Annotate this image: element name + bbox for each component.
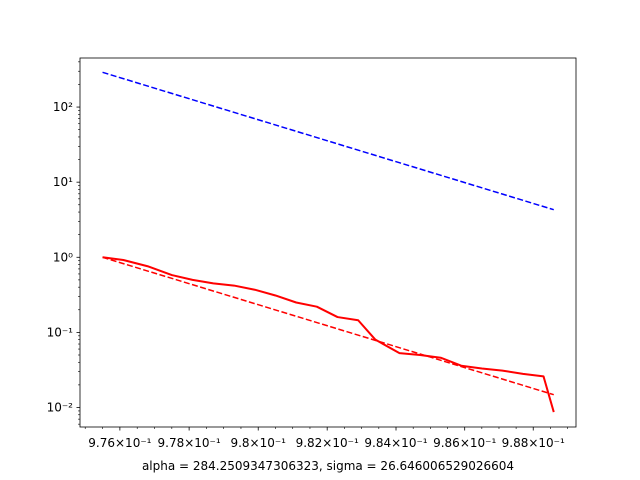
x-tick-label-2: 9.78×10⁻¹ <box>158 436 221 450</box>
x-axis-label: alpha = 284.2509347306323, sigma = 26.64… <box>142 459 514 473</box>
series-line-1 <box>102 71 554 211</box>
y-tick-label-2: 10⁻¹ <box>47 325 74 339</box>
y-tick-label-4: 10¹ <box>53 175 73 189</box>
plot-lines <box>102 71 555 413</box>
x-tick-label-1: 9.76×10⁻¹ <box>88 436 151 450</box>
x-tick-label-3: 9.8×10⁻¹ <box>230 436 286 450</box>
x-axis: 9.76×10⁻¹ 9.78×10⁻¹ 9.8×10⁻¹ 9.82×10⁻¹ 9.84×… <box>84 427 568 450</box>
x-tick-label-4: 9.82×10⁻¹ <box>296 436 359 450</box>
x-tick-label-5: 9.84×10⁻¹ <box>364 436 427 450</box>
x-tick-label-7: 9.88×10⁻¹ <box>502 436 565 450</box>
y-tick-label-5: 10² <box>53 100 73 114</box>
y-axis: 10⁻² 10⁻¹ 10⁰ 10¹ 10² <box>47 61 80 425</box>
plot-frame <box>79 57 577 428</box>
series-line-2 <box>102 256 554 396</box>
series-line-3 <box>102 256 555 413</box>
x-tick-label-6: 9.86×10⁻¹ <box>433 436 496 450</box>
y-tick-label-1: 10⁻² <box>47 400 74 414</box>
y-tick-label-3: 10⁰ <box>53 250 73 264</box>
